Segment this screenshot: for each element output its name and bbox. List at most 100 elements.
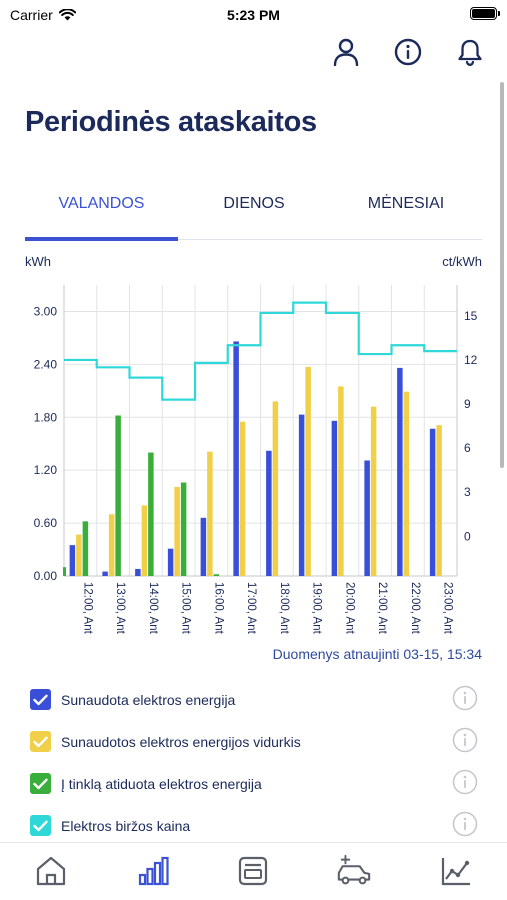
tab-reports[interactable] <box>135 853 171 889</box>
x-tick-label: 19:00, Ant <box>311 582 323 635</box>
scrollbar[interactable] <box>500 82 504 468</box>
bar-returned <box>213 574 220 576</box>
bar-consumed <box>135 568 141 576</box>
bar-chart-icon <box>138 856 169 886</box>
y-right-tick-label: 9 <box>464 397 471 411</box>
y-left-tick-label: 2.40 <box>34 357 58 371</box>
bar-consumed <box>266 450 272 576</box>
page-title: Periodinės ataskaitos <box>25 106 317 138</box>
checkbox-price[interactable] <box>30 815 51 836</box>
tab-hours[interactable]: VALANDOS <box>58 195 145 212</box>
invoice-icon <box>238 856 268 886</box>
checkbox-returned[interactable] <box>30 773 51 794</box>
x-tick-label: 16:00, Ant <box>212 582 224 635</box>
bar-average <box>305 367 311 576</box>
bar-consumed <box>200 517 207 576</box>
bar-average <box>403 391 410 576</box>
profile-button[interactable] <box>331 36 361 68</box>
bar-consumed <box>298 414 305 576</box>
tab-trends[interactable] <box>438 853 474 889</box>
tab-months[interactable]: MĖNESIAI <box>367 195 445 212</box>
active-tab-indicator <box>25 237 178 241</box>
price-step-line <box>64 301 457 401</box>
bar-average <box>436 425 442 576</box>
bar-returned <box>148 452 154 576</box>
bar-returned <box>115 415 121 576</box>
bottom-tab-bar <box>0 842 507 900</box>
info-button[interactable] <box>393 36 423 68</box>
bar-consumed <box>331 420 338 576</box>
tab-ev-charging[interactable] <box>336 853 372 889</box>
checkmark-icon <box>33 694 48 705</box>
status-bar: Carrier 5:23 PM <box>0 0 507 30</box>
bar-consumed <box>233 341 239 576</box>
bar-average <box>207 451 213 576</box>
legend-item-returned[interactable]: Į tinklą atiduota elektros energija <box>30 766 490 808</box>
bar-average <box>239 421 246 576</box>
info-icon[interactable] <box>452 727 478 753</box>
y-right-tick-label: 0 <box>464 529 471 543</box>
period-tabs: VALANDOS DIENOS MĖNESIAI <box>25 192 482 241</box>
user-icon <box>333 38 359 66</box>
bar-returned-partial <box>63 567 66 576</box>
bar-average <box>272 401 279 576</box>
x-tick-label: 18:00, Ant <box>278 582 290 635</box>
bar-consumed <box>102 571 108 576</box>
legend-label: Elektros biržos kaina <box>61 818 191 834</box>
y-left-tick-label: 1.80 <box>34 410 58 424</box>
bar-average <box>76 534 82 576</box>
checkmark-icon <box>33 778 48 789</box>
info-icon[interactable] <box>452 811 478 837</box>
checkbox-average[interactable] <box>30 731 51 752</box>
tab-invoices[interactable] <box>235 853 271 889</box>
checkbox-consumed[interactable] <box>30 689 51 710</box>
info-icon <box>394 38 422 66</box>
y-right-tick-label: 3 <box>464 485 471 499</box>
bar-average <box>141 505 148 576</box>
y-right-tick-label: 6 <box>464 441 471 455</box>
checkmark-icon <box>33 820 48 831</box>
x-tick-label: 14:00, Ant <box>147 582 159 635</box>
y-left-tick-label: 1.20 <box>34 463 58 477</box>
bar-consumed <box>167 548 174 576</box>
carrier: Carrier <box>10 7 76 23</box>
consumption-chart[interactable]: 0.00 0.60 1.20 1.80 2.40 3.00 0 3 6 9 12 15 12:00, A… <box>0 270 507 642</box>
checkmark-icon <box>33 736 48 747</box>
bar-average <box>174 486 180 576</box>
x-tick-label: 22:00, Ant <box>409 582 421 635</box>
legend-item-consumed[interactable]: Sunaudota elektros energija <box>30 682 490 724</box>
bar-average <box>338 386 344 576</box>
tab-home[interactable] <box>33 853 69 889</box>
bar-consumed <box>364 460 370 576</box>
x-tick-label: 17:00, Ant <box>245 582 257 635</box>
ev-car-icon <box>337 854 371 885</box>
x-tick-label: 15:00, Ant <box>180 582 192 635</box>
info-icon[interactable] <box>452 685 478 711</box>
notifications-button[interactable] <box>455 36 485 68</box>
bell-icon <box>458 39 482 66</box>
y-left-tick-label: 0.00 <box>34 569 58 583</box>
left-axis-unit: kWh <box>25 254 51 269</box>
right-axis-unit: ct/kWh <box>442 254 482 269</box>
y-right-tick-label: 15 <box>464 309 478 323</box>
chart-legend: Sunaudota elektros energija Sunaudotos e… <box>30 682 490 850</box>
bar-average <box>370 406 377 576</box>
clock: 5:23 PM <box>227 7 280 23</box>
bar-consumed <box>429 428 436 576</box>
tab-days[interactable]: DIENOS <box>223 195 285 212</box>
bar-consumed <box>397 367 403 576</box>
legend-item-price[interactable]: Elektros biržos kaina <box>30 808 490 850</box>
x-tick-label: 23:00, Ant <box>442 582 454 635</box>
legend-label: Sunaudotos elektros energijos vidurkis <box>61 734 301 750</box>
legend-item-average[interactable]: Sunaudotos elektros energijos vidurkis <box>30 724 490 766</box>
x-tick-label: 21:00, Ant <box>376 582 388 635</box>
bar-returned <box>180 482 187 576</box>
info-icon[interactable] <box>452 769 478 795</box>
carrier-label: Carrier <box>10 7 53 23</box>
home-icon <box>36 856 66 886</box>
header-actions <box>331 36 485 68</box>
wifi-icon <box>58 9 76 21</box>
bar-consumed <box>69 545 76 576</box>
y-left-tick-label: 0.60 <box>34 516 58 530</box>
data-updated-text: Duomenys atnaujinti 03-15, 15:34 <box>272 646 482 662</box>
